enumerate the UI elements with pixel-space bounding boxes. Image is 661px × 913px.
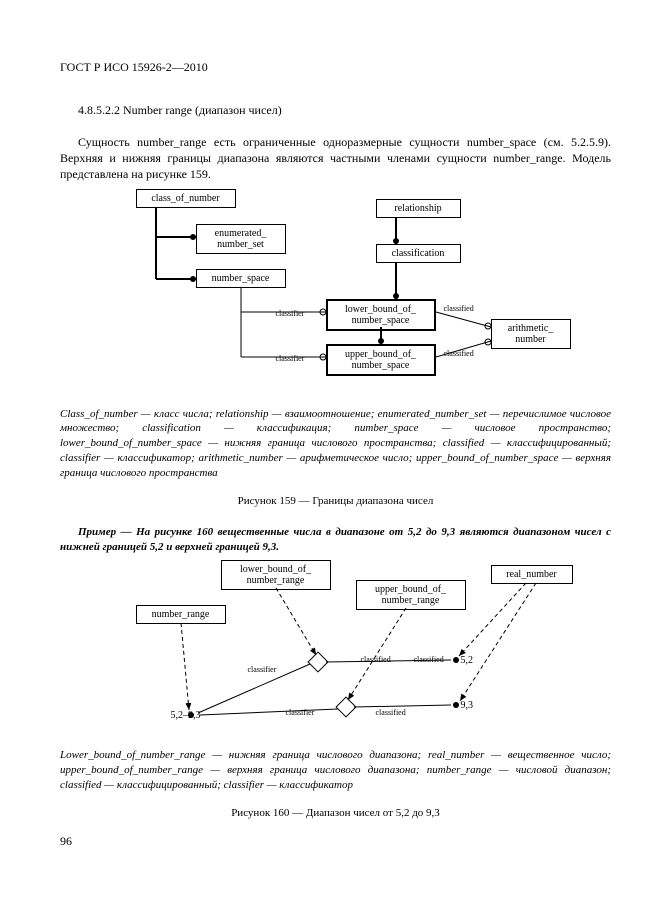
- node-lower-bound-range: lower_bound_of_number_range: [221, 560, 331, 590]
- figure-160: lower_bound_of_number_range upper_bound_…: [76, 560, 596, 740]
- label-classifier-1: classifier: [276, 309, 305, 318]
- node-number-space: number_space: [196, 269, 286, 288]
- value-93: 9,3: [461, 700, 474, 711]
- label-classifier-2: classifier: [276, 354, 305, 363]
- label-classified-1: classified: [444, 304, 474, 313]
- figure-159: class_of_number enumerated_number_set nu…: [76, 189, 596, 399]
- label-classified-b: classified: [376, 708, 406, 717]
- node-upper-bound: upper_bound_of_number_space: [326, 344, 436, 376]
- page-number: 96: [60, 834, 72, 849]
- node-arithmetic-number: arithmetic_number: [491, 319, 571, 349]
- node-relationship: relationship: [376, 199, 461, 218]
- paragraph-1: Сущность number_range есть ограниченные …: [60, 134, 611, 183]
- example-text: Пример — На рисунке 160 вещественные чис…: [60, 525, 611, 555]
- figure-160-caption: Рисунок 160 — Диапазон чисел от 5,2 до 9…: [60, 807, 611, 819]
- node-number-range: number_range: [136, 605, 226, 624]
- label-classified-2: classified: [444, 349, 474, 358]
- doc-header: ГОСТ Р ИСО 15926-2—2010: [60, 60, 611, 75]
- node-enumerated-number-set: enumerated_number_set: [196, 224, 286, 254]
- figure-159-glossary: Class_of_number — класс числа; relations…: [60, 407, 611, 481]
- label-classified-a: classified: [361, 655, 391, 664]
- node-upper-bound-range: upper_bound_of_number_range: [356, 580, 466, 610]
- figure-160-glossary: Lower_bound_of_number_range — нижняя гра…: [60, 748, 611, 793]
- node-class-of-number: class_of_number: [136, 189, 236, 208]
- value-52: 5,2: [461, 655, 474, 666]
- section-title: 4.8.5.2.2 Number range (диапазон чисел): [60, 103, 611, 118]
- figure-159-caption: Рисунок 159 — Границы диапазона чисел: [60, 495, 611, 507]
- node-lower-bound: lower_bound_of_number_space: [326, 299, 436, 331]
- label-classifier-b: classifier: [286, 708, 315, 717]
- value-range: 5,2–9,3: [171, 710, 201, 721]
- figure-160-lines: [76, 560, 596, 740]
- label-classifier-a: classifier: [248, 665, 277, 674]
- label-classified-c: classified: [414, 655, 444, 664]
- node-real-number: real_number: [491, 565, 573, 584]
- node-classification: classification: [376, 244, 461, 263]
